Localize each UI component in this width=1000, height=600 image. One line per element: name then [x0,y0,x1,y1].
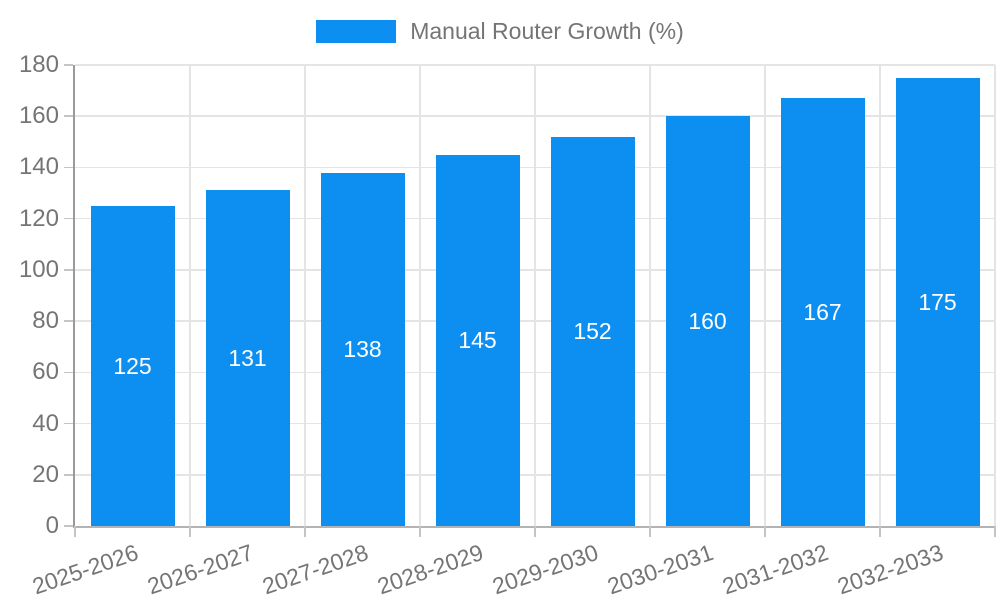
x-tick-mark [994,526,996,537]
x-tick-mark [74,526,76,537]
x-tick-mark [189,526,191,537]
x-tick-mark [304,526,306,537]
plot-area: 0 20 40 60 80 100 120 140 160 180 125 2025-2026 131 2… [19,53,996,599]
y-axis-tick-label: 120 [18,204,59,232]
bar[interactable] [895,77,980,526]
legend-label: Manual Router Growth (%) [410,18,684,44]
y-tick-mark [64,166,73,169]
v-gridline [649,65,651,526]
x-axis-tick-label: 2026-2027 [143,539,256,600]
x-tick-mark [534,526,536,537]
y-tick-mark [64,320,73,322]
y-tick-mark [64,217,73,220]
v-gridline [879,65,881,526]
y-axis-tick-label: 100 [18,255,59,283]
x-axis-tick-label: 2027-2028 [258,539,371,600]
bar[interactable] [780,98,865,526]
bar[interactable] [665,116,750,526]
x-tick-mark [879,526,881,537]
y-tick-mark [64,115,73,117]
x-axis-tick-label: 2029-2030 [488,539,601,600]
v-gridline [994,65,996,526]
y-axis-tick-label: 60 [32,358,59,386]
y-tick-mark [64,371,73,374]
v-gridline [419,65,421,526]
y-axis-tick-label: 0 [45,512,59,539]
y-axis-tick-label: 180 [18,51,59,78]
x-axis-tick-label: 2030-2031 [603,539,716,600]
y-axis-tick-label: 40 [32,409,59,437]
bar[interactable] [550,136,635,526]
bar[interactable] [205,190,290,526]
x-axis-tick-label: 2032-2033 [833,539,946,600]
x-tick-mark [649,526,651,537]
v-gridline [534,65,536,526]
y-tick-mark [64,269,73,271]
v-gridline [189,65,191,526]
v-gridline [304,65,306,526]
x-tick-mark [764,526,766,537]
y-axis-tick-label: 80 [32,307,59,335]
x-axis-tick-label: 2031-2032 [718,539,831,600]
y-axis-tick-label: 140 [18,153,59,181]
bar[interactable] [320,172,405,526]
y-tick-mark [64,64,73,66]
y-tick-mark [64,525,73,527]
x-tick-mark [419,526,421,537]
y-axis-tick-label: 20 [32,460,59,488]
chart-legend-item[interactable]: Manual Router Growth (%) [0,18,1000,45]
y-tick-mark [64,474,73,476]
bar[interactable] [435,154,520,526]
y-axis-tick-label: 160 [18,102,59,130]
x-axis-tick-label: 2028-2029 [373,539,486,600]
v-gridline [764,65,766,526]
bar[interactable] [90,205,175,526]
x-axis-tick-label: 2025-2026 [28,539,141,600]
y-tick-mark [64,422,73,425]
legend-color-swatch [316,20,397,43]
